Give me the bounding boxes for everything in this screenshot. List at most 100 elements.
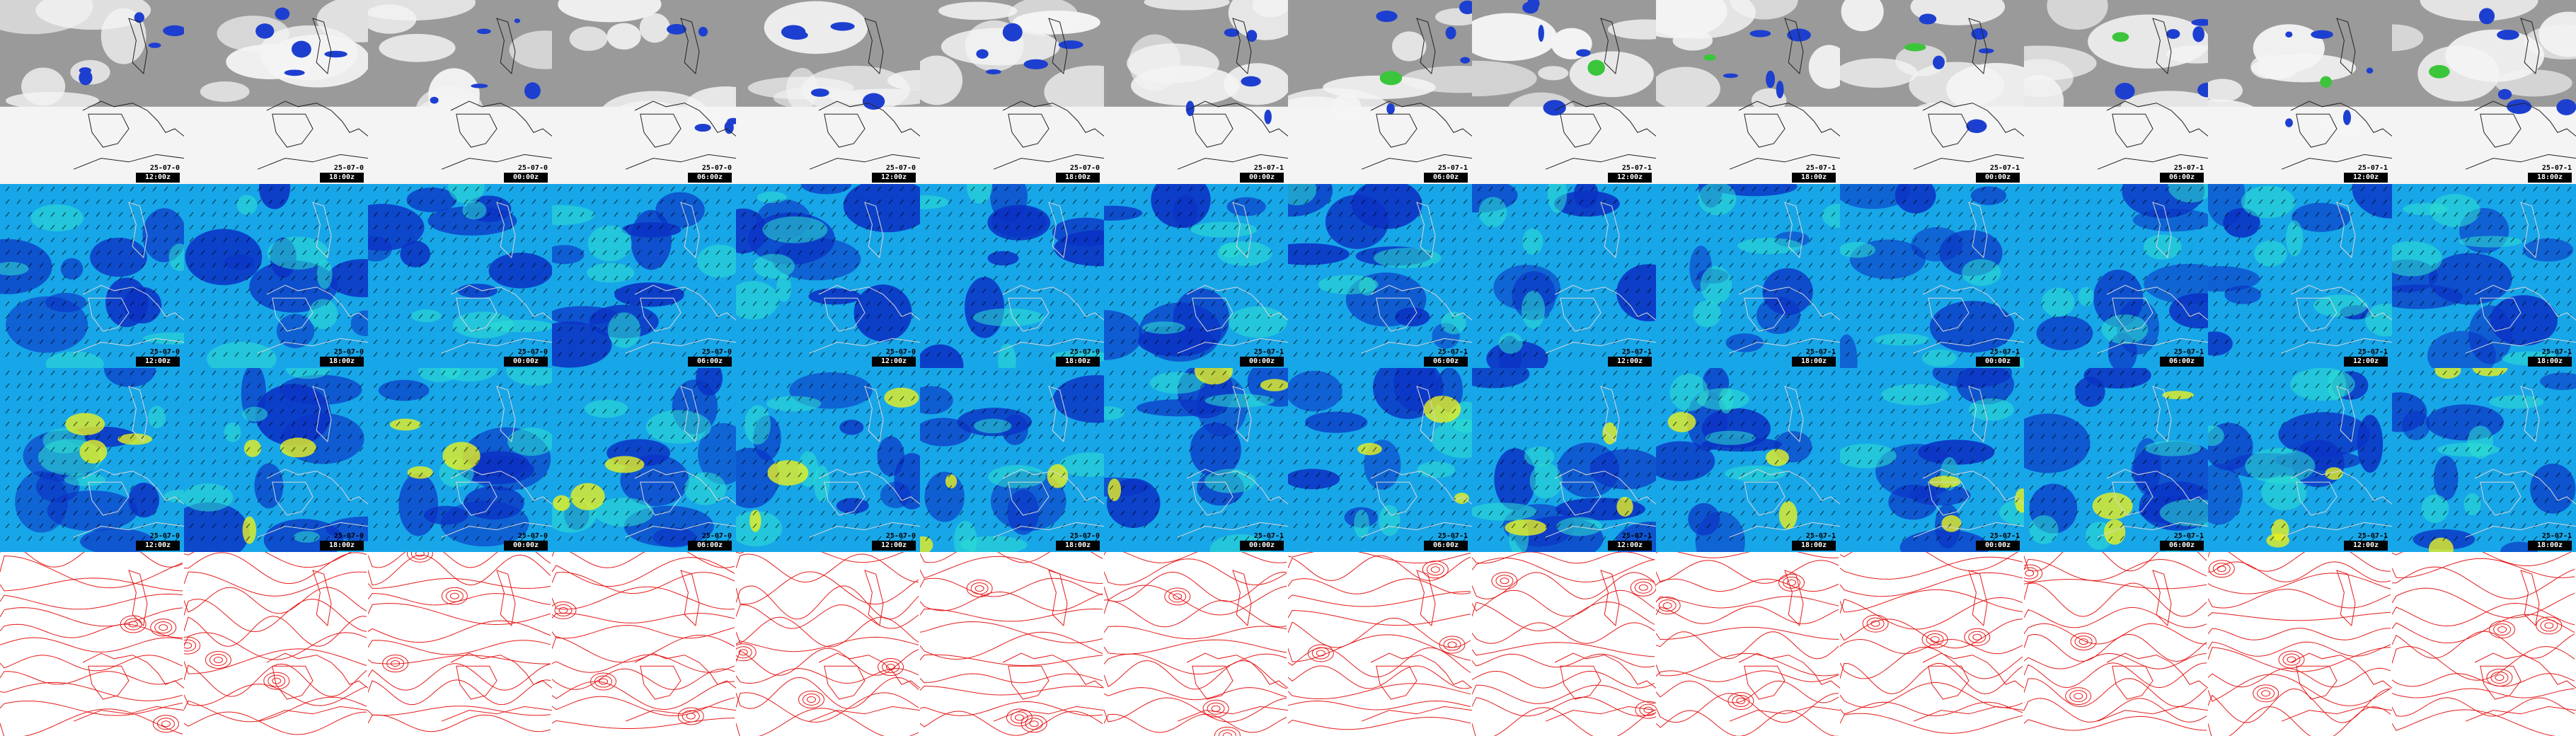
map-image bbox=[368, 0, 552, 184]
stamp-forecast-time: 18:00z bbox=[2528, 541, 2572, 551]
stamp-date: 25-07-0 bbox=[701, 348, 732, 356]
forecast-stamp: 25-07-1 06:00z bbox=[1424, 163, 1468, 183]
map-image bbox=[2024, 0, 2208, 184]
panel-pressure-contours-8 bbox=[1288, 552, 1472, 736]
forecast-stamp: 25-07-1 12:00z bbox=[1608, 347, 1652, 367]
forecast-stamp: 25-07-1 00:00z bbox=[1976, 531, 2020, 551]
stamp-forecast-time: 18:00z bbox=[1056, 173, 1100, 183]
panel-pressure-contours-6 bbox=[920, 552, 1104, 736]
stamp-forecast-time: 00:00z bbox=[1976, 357, 2020, 367]
panel-pressure-contours-14 bbox=[2392, 552, 2576, 736]
forecast-stamp: 25-07-1 06:00z bbox=[1424, 531, 1468, 551]
map-image bbox=[0, 184, 184, 368]
stamp-date: 25-07-1 bbox=[1805, 164, 1836, 172]
stamp-forecast-time: 06:00z bbox=[688, 541, 732, 551]
map-image bbox=[1656, 0, 1840, 184]
stamp-forecast-time: 06:00z bbox=[1424, 173, 1468, 183]
stamp-date: 25-07-0 bbox=[517, 532, 548, 540]
stamp-forecast-time: 06:00z bbox=[2160, 541, 2204, 551]
stamp-forecast-time: 00:00z bbox=[504, 357, 548, 367]
stamp-date: 25-07-0 bbox=[701, 164, 732, 172]
panel-cloud-cover-1: 25-07-0 12:00z bbox=[0, 0, 184, 184]
forecast-stamp: 25-07-0 18:00z bbox=[320, 347, 364, 367]
stamp-forecast-time: 06:00z bbox=[2160, 173, 2204, 183]
stamp-date: 25-07-1 bbox=[1621, 532, 1652, 540]
stamp-forecast-time: 12:00z bbox=[2344, 541, 2388, 551]
panel-wind-lower-3: 25-07-0 00:00z bbox=[368, 184, 552, 368]
stamp-forecast-time: 00:00z bbox=[1976, 173, 2020, 183]
map-image bbox=[1656, 368, 1840, 552]
forecast-stamp: 25-07-1 00:00z bbox=[1240, 163, 1284, 183]
map-image bbox=[1840, 184, 2024, 368]
panel-wind-lower-10: 25-07-1 18:00z bbox=[1656, 184, 1840, 368]
panel-wind-upper-2: 25-07-0 18:00z bbox=[184, 368, 368, 552]
stamp-forecast-time: 18:00z bbox=[320, 541, 364, 551]
stamp-forecast-time: 18:00z bbox=[1792, 173, 1836, 183]
map-image bbox=[552, 552, 736, 736]
panel-cloud-cover-14: 25-07-1 18:00z bbox=[2392, 0, 2576, 184]
map-image bbox=[368, 184, 552, 368]
stamp-forecast-time: 12:00z bbox=[1608, 541, 1652, 551]
map-image bbox=[920, 0, 1104, 184]
panel-pressure-contours-11 bbox=[1840, 552, 2024, 736]
panel-wind-upper-1: 25-07-0 12:00z bbox=[0, 368, 184, 552]
map-image bbox=[1288, 368, 1472, 552]
panel-pressure-contours-9 bbox=[1472, 552, 1656, 736]
map-image bbox=[2024, 368, 2208, 552]
panel-pressure-contours-10 bbox=[1656, 552, 1840, 736]
stamp-date: 25-07-0 bbox=[149, 348, 180, 356]
map-image bbox=[1840, 552, 2024, 736]
map-image bbox=[1104, 0, 1288, 184]
panel-cloud-cover-11: 25-07-1 00:00z bbox=[1840, 0, 2024, 184]
stamp-forecast-time: 00:00z bbox=[1240, 173, 1284, 183]
forecast-stamp: 25-07-1 06:00z bbox=[2160, 531, 2204, 551]
panel-wind-lower-2: 25-07-0 18:00z bbox=[184, 184, 368, 368]
forecast-stamp: 25-07-0 18:00z bbox=[1056, 531, 1100, 551]
stamp-date: 25-07-1 bbox=[2541, 348, 2572, 356]
stamp-date: 25-07-0 bbox=[1069, 164, 1100, 172]
stamp-date: 25-07-1 bbox=[1437, 532, 1468, 540]
stamp-forecast-time: 18:00z bbox=[2528, 173, 2572, 183]
stamp-forecast-time: 06:00z bbox=[688, 357, 732, 367]
stamp-forecast-time: 12:00z bbox=[872, 173, 916, 183]
forecast-stamp: 25-07-1 18:00z bbox=[1792, 531, 1836, 551]
stamp-date: 25-07-0 bbox=[333, 348, 364, 356]
map-image bbox=[736, 552, 920, 736]
map-image bbox=[1288, 184, 1472, 368]
forecast-stamp: 25-07-1 00:00z bbox=[1240, 347, 1284, 367]
stamp-date: 25-07-0 bbox=[885, 348, 916, 356]
map-image bbox=[1104, 184, 1288, 368]
forecast-stamp: 25-07-0 00:00z bbox=[504, 531, 548, 551]
map-image bbox=[2208, 552, 2392, 736]
stamp-date: 25-07-1 bbox=[1989, 164, 2020, 172]
forecast-stamp: 25-07-1 18:00z bbox=[2528, 531, 2572, 551]
panel-cloud-cover-6: 25-07-0 18:00z bbox=[920, 0, 1104, 184]
forecast-stamp: 25-07-0 00:00z bbox=[504, 163, 548, 183]
panel-wind-upper-3: 25-07-0 00:00z bbox=[368, 368, 552, 552]
stamp-date: 25-07-0 bbox=[517, 164, 548, 172]
stamp-date: 25-07-1 bbox=[2173, 164, 2204, 172]
forecast-stamp: 25-07-1 12:00z bbox=[1608, 163, 1652, 183]
forecast-stamp: 25-07-1 06:00z bbox=[1424, 347, 1468, 367]
stamp-date: 25-07-0 bbox=[1069, 532, 1100, 540]
panel-cloud-cover-10: 25-07-1 18:00z bbox=[1656, 0, 1840, 184]
panel-wind-lower-5: 25-07-0 12:00z bbox=[736, 184, 920, 368]
stamp-forecast-time: 06:00z bbox=[688, 173, 732, 183]
stamp-date: 25-07-1 bbox=[2357, 532, 2388, 540]
forecast-stamp: 25-07-1 12:00z bbox=[1608, 531, 1652, 551]
forecast-stamp: 25-07-1 00:00z bbox=[1976, 347, 2020, 367]
forecast-stamp: 25-07-1 06:00z bbox=[2160, 347, 2204, 367]
stamp-forecast-time: 12:00z bbox=[2344, 173, 2388, 183]
forecast-stamp: 25-07-1 06:00z bbox=[2160, 163, 2204, 183]
stamp-forecast-time: 06:00z bbox=[1424, 541, 1468, 551]
map-image bbox=[0, 0, 184, 184]
forecast-stamp: 25-07-1 12:00z bbox=[2344, 531, 2388, 551]
stamp-forecast-time: 00:00z bbox=[1240, 357, 1284, 367]
stamp-date: 25-07-1 bbox=[1437, 164, 1468, 172]
panel-wind-upper-8: 25-07-1 06:00z bbox=[1288, 368, 1472, 552]
stamp-date: 25-07-0 bbox=[333, 532, 364, 540]
map-image bbox=[2392, 0, 2576, 184]
panel-wind-upper-9: 25-07-1 12:00z bbox=[1472, 368, 1656, 552]
stamp-date: 25-07-0 bbox=[885, 164, 916, 172]
stamp-forecast-time: 18:00z bbox=[1792, 541, 1836, 551]
